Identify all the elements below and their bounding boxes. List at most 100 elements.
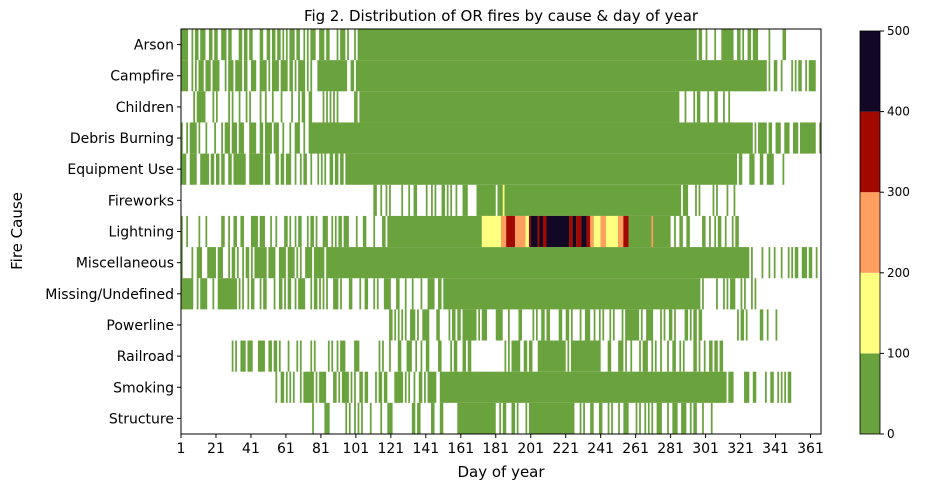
heat-cell: [233, 153, 246, 185]
heat-cell: [819, 122, 821, 154]
heat-cell: [193, 91, 195, 123]
heat-cell: [338, 371, 341, 403]
heat-cell: [621, 309, 624, 341]
heat-cell: [780, 60, 783, 92]
heat-cell: [406, 340, 412, 372]
heat-cell: [689, 402, 692, 434]
heat-cell: [696, 91, 701, 123]
colorbar-segment: [860, 31, 880, 112]
heat-cell: [350, 371, 353, 403]
heat-cell: [245, 91, 248, 123]
heat-cell: [264, 122, 272, 154]
heat-cell: [207, 247, 216, 279]
heat-cell: [333, 91, 335, 123]
heat-cell: [310, 215, 314, 248]
heat-cell: [410, 309, 416, 341]
heat-cell: [401, 184, 404, 216]
heat-cell: [181, 60, 188, 92]
heat-cell: [296, 247, 299, 279]
x-tick-label: 121: [377, 441, 404, 457]
heat-cell: [296, 29, 300, 61]
heat-cell: [462, 309, 477, 341]
heat-cell: [364, 371, 369, 403]
heat-cell: [737, 29, 741, 61]
heat-cell: [801, 247, 808, 279]
y-tick-label: Lightning: [109, 225, 174, 241]
heat-cell: [289, 29, 295, 61]
heat-cell: [625, 340, 627, 372]
heat-cell: [240, 215, 244, 248]
heat-cell: [737, 309, 739, 341]
heat-cell: [782, 29, 787, 61]
heat-cell: [240, 340, 246, 372]
heat-cell: [306, 60, 309, 92]
heat-cell: [744, 371, 750, 403]
heat-cell: [417, 309, 419, 341]
heat-cell: [686, 215, 690, 248]
heat-cell-hot: [572, 215, 577, 248]
heat-cell: [413, 371, 416, 403]
x-axis: 1 21 41 61 81 101 121 141 161 181 201 221 241 261 281 3…: [177, 434, 824, 457]
heat-cell: [200, 29, 206, 61]
heat-cell: [441, 184, 446, 216]
heat-cell: [359, 91, 680, 123]
heat-cell: [499, 402, 501, 434]
heat-cell: [497, 184, 682, 216]
heat-cell: [186, 215, 188, 248]
heat-cell: [282, 122, 285, 154]
heat-cell: [317, 153, 320, 185]
heat-cell: [518, 309, 522, 341]
x-tick-label: 161: [447, 441, 474, 457]
heat-cell: [333, 371, 337, 403]
heat-cell: [308, 91, 313, 123]
heat-cell: [268, 247, 276, 279]
heat-cell: [768, 122, 773, 154]
heat-cell: [224, 60, 227, 92]
heat-cell: [640, 309, 643, 341]
heat-cell: [625, 309, 640, 341]
colorbar-segment: [860, 111, 880, 193]
heat-cell-hot: [546, 215, 570, 248]
heat-cell: [263, 278, 267, 310]
heat-cell: [791, 60, 794, 92]
heat-cell: [268, 60, 271, 92]
heat-cell: [313, 340, 316, 372]
heat-cell: [319, 29, 325, 61]
heat-cell: [455, 184, 458, 216]
heat-cell: [667, 402, 669, 434]
heat-cell-hot: [539, 215, 543, 248]
heat-cell: [231, 247, 236, 279]
heat-cell-hot: [528, 215, 531, 248]
heat-cell: [752, 29, 759, 61]
colorbar-border: [859, 30, 881, 435]
heat-cell: [310, 278, 313, 310]
y-axis-title: Fire Cause: [8, 192, 26, 270]
heat-cell: [181, 247, 183, 279]
heat-cell: [228, 153, 232, 185]
heat-cell: [313, 278, 318, 310]
heat-cell: [326, 278, 328, 310]
heat-cell: [273, 340, 278, 372]
heat-cell: [282, 29, 285, 61]
x-axis-title: Day of year: [457, 463, 545, 481]
heat-cell: [693, 402, 697, 434]
heat-cell: [294, 60, 297, 92]
heat-cell: [446, 184, 449, 216]
heat-cell: [205, 122, 208, 154]
heat-cell-hot: [593, 215, 601, 248]
heat-cell: [502, 402, 507, 434]
heat-cell: [331, 215, 334, 248]
heat-cell: [422, 309, 430, 341]
heat-cell: [373, 184, 377, 216]
heat-cell: [228, 215, 230, 248]
heat-cell: [284, 278, 286, 310]
heat-cell: [327, 340, 330, 372]
heat-cell: [350, 60, 355, 92]
heat-cell: [191, 247, 194, 279]
heat-cell: [707, 91, 710, 123]
heat-cell: [714, 91, 718, 123]
x-tick-label: 281: [657, 441, 684, 457]
heat-cell: [359, 278, 362, 310]
heat-cell: [298, 91, 300, 123]
y-tick-label: Structure: [109, 411, 174, 427]
